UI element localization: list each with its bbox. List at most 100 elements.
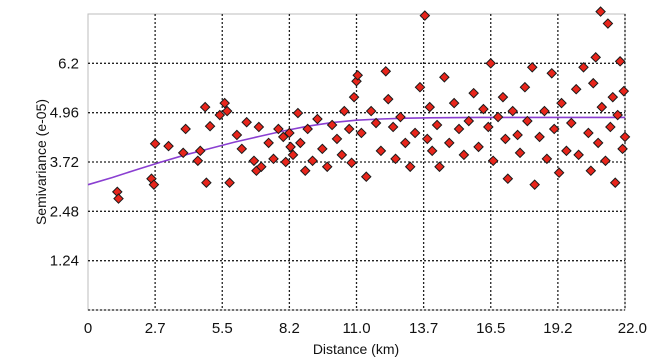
data-point bbox=[512, 129, 523, 141]
data-point bbox=[287, 149, 299, 161]
data-point bbox=[299, 165, 311, 177]
x-tick-label: 16.5 bbox=[476, 320, 505, 337]
data-point bbox=[317, 143, 328, 155]
data-point bbox=[548, 123, 560, 135]
data-point bbox=[478, 103, 489, 115]
data-point bbox=[390, 153, 401, 165]
data-point bbox=[192, 155, 204, 167]
data-point bbox=[400, 137, 411, 149]
data-point bbox=[241, 116, 252, 128]
data-point bbox=[570, 83, 582, 95]
data-point bbox=[529, 179, 540, 190]
data-point bbox=[485, 58, 497, 69]
x-tick-label: 2.7 bbox=[145, 320, 166, 337]
data-point bbox=[492, 111, 504, 123]
data-point bbox=[382, 93, 394, 105]
data-point bbox=[326, 119, 338, 131]
grid-lines bbox=[88, 14, 626, 311]
data-point bbox=[148, 179, 160, 190]
data-point bbox=[614, 56, 626, 67]
y-tick-labels: 1.24 2.48 3.72 4.96 6.2 bbox=[50, 55, 79, 269]
data-point bbox=[419, 10, 431, 21]
data-point bbox=[609, 177, 621, 188]
data-points bbox=[111, 6, 631, 204]
y-tick-label: 4.96 bbox=[50, 105, 79, 122]
data-point bbox=[607, 91, 619, 103]
data-point bbox=[321, 161, 333, 173]
data-point bbox=[292, 107, 304, 119]
data-point bbox=[585, 165, 597, 177]
data-point bbox=[224, 177, 235, 188]
data-point bbox=[331, 133, 343, 145]
data-point bbox=[149, 138, 161, 150]
data-point bbox=[595, 6, 606, 17]
data-point bbox=[590, 52, 602, 63]
data-point bbox=[578, 62, 589, 73]
data-point bbox=[497, 91, 509, 103]
data-point bbox=[439, 71, 450, 83]
data-point bbox=[539, 105, 550, 117]
data-point bbox=[284, 127, 295, 139]
data-point bbox=[473, 141, 484, 153]
x-tick-label: 5.5 bbox=[212, 320, 233, 337]
data-point bbox=[448, 97, 460, 109]
data-point bbox=[617, 143, 628, 155]
data-point bbox=[387, 121, 399, 133]
data-point bbox=[380, 65, 392, 77]
data-point bbox=[596, 101, 608, 113]
data-point bbox=[248, 155, 260, 167]
data-point bbox=[522, 115, 533, 127]
data-point bbox=[253, 121, 265, 133]
data-point bbox=[302, 123, 313, 135]
x-tick-label: 19.2 bbox=[543, 320, 572, 337]
data-point bbox=[348, 91, 360, 103]
data-point bbox=[507, 105, 519, 117]
data-point bbox=[280, 156, 292, 168]
data-point bbox=[214, 109, 226, 121]
data-point bbox=[463, 115, 475, 127]
data-point bbox=[519, 81, 531, 93]
data-point bbox=[219, 97, 230, 109]
data-point bbox=[600, 155, 611, 167]
data-point bbox=[370, 117, 382, 129]
data-point bbox=[526, 62, 538, 73]
data-point bbox=[177, 147, 189, 159]
data-point bbox=[618, 85, 630, 97]
x-tick-labels: 0 2.7 5.5 8.2 11.0 13.7 16.5 19.2 22.0 bbox=[84, 320, 647, 337]
data-point bbox=[424, 101, 436, 113]
data-point bbox=[553, 167, 565, 179]
data-point bbox=[500, 133, 511, 145]
data-point bbox=[180, 123, 191, 135]
data-point bbox=[443, 137, 455, 149]
data-point bbox=[231, 129, 243, 141]
data-point bbox=[194, 145, 206, 157]
data-point bbox=[404, 161, 416, 173]
data-point bbox=[483, 121, 494, 133]
data-point bbox=[236, 143, 248, 155]
data-point bbox=[468, 87, 479, 99]
y-tick-label: 1.24 bbox=[50, 253, 79, 270]
x-tick-label: 11.0 bbox=[342, 320, 370, 337]
data-point bbox=[431, 119, 443, 131]
data-point bbox=[592, 137, 604, 149]
data-point bbox=[612, 109, 623, 121]
data-point bbox=[605, 121, 616, 133]
data-point bbox=[338, 105, 350, 117]
data-point bbox=[295, 137, 306, 149]
data-point bbox=[346, 157, 357, 169]
data-point bbox=[352, 69, 364, 81]
x-axis-title: Distance (km) bbox=[313, 341, 399, 357]
data-point bbox=[534, 131, 545, 143]
data-point bbox=[453, 123, 465, 135]
data-point bbox=[277, 131, 289, 143]
data-point bbox=[307, 155, 318, 167]
data-point bbox=[514, 147, 526, 159]
data-point bbox=[356, 127, 367, 139]
data-point bbox=[273, 123, 284, 135]
data-point bbox=[163, 140, 174, 152]
data-point bbox=[541, 153, 553, 165]
data-point bbox=[343, 123, 355, 135]
data-point bbox=[263, 137, 274, 149]
data-point bbox=[199, 101, 211, 113]
